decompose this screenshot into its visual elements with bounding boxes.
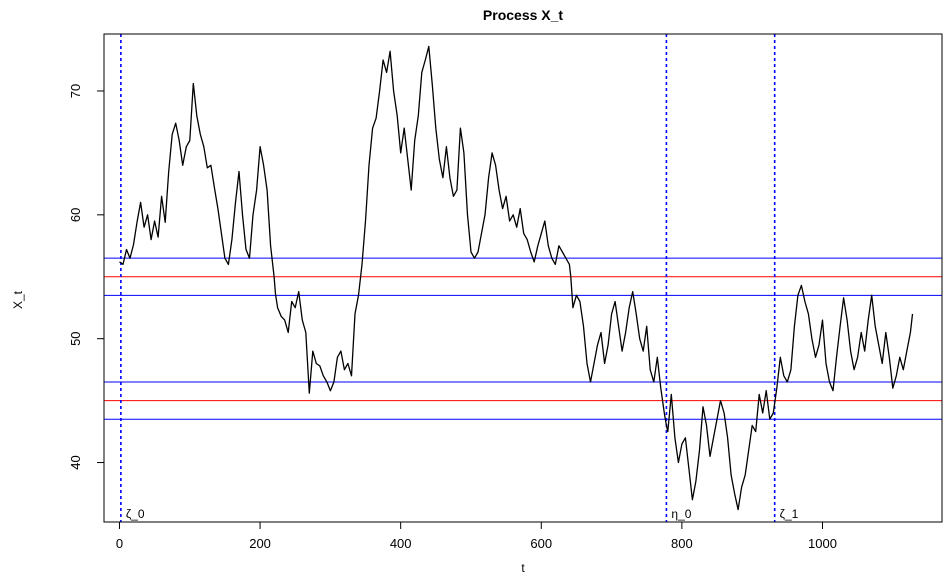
- y-tick-label-1: 50: [68, 331, 83, 345]
- x-tick-label-5: 1000: [808, 536, 837, 551]
- chart-title: Process X_t: [483, 7, 563, 23]
- x-tick-label-0: 0: [116, 536, 123, 551]
- vline-label-1: η_0: [671, 507, 691, 521]
- x-tick-label-1: 200: [249, 536, 271, 551]
- series-line-0-0: [119, 45, 914, 511]
- x-axis-label: t: [521, 561, 525, 575]
- y-tick-label-0: 40: [68, 455, 83, 469]
- plot-frame: [103, 33, 943, 523]
- vline-label-0: ζ_0: [126, 507, 145, 521]
- y-tick-label-3: 70: [68, 84, 83, 98]
- x-tick-label-4: 800: [671, 536, 693, 551]
- y-tick-label-2: 60: [68, 208, 83, 222]
- vline-label-2: ζ_1: [780, 507, 799, 521]
- x-tick-label-3: 600: [530, 536, 552, 551]
- x-tick-label-2: 400: [390, 536, 412, 551]
- y-axis-label: X_t: [11, 290, 25, 309]
- plot-area: ζ_0 η_0 ζ_1: [104, 34, 942, 522]
